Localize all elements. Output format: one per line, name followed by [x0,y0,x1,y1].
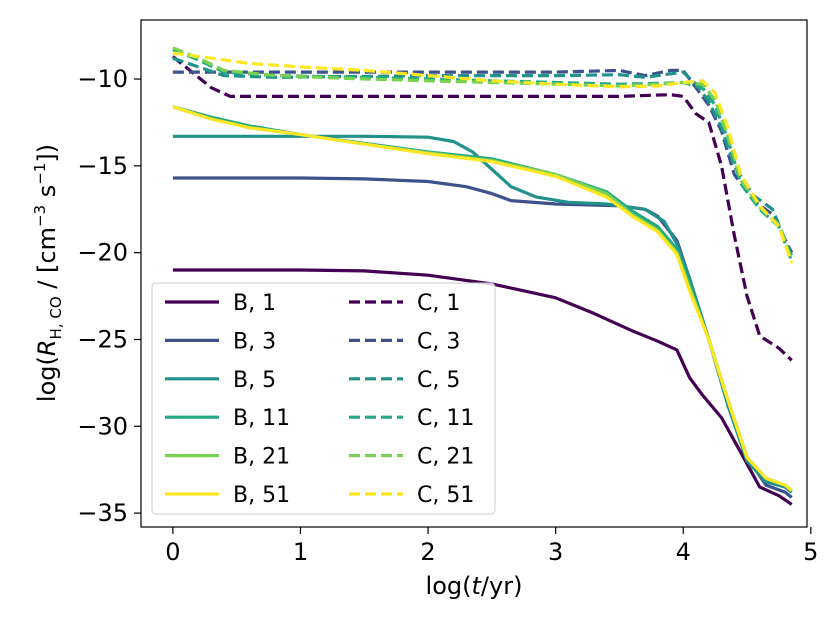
x-tick-label: 0 [165,538,180,566]
legend-label: B, 1 [233,291,276,316]
y-tick-label: −35 [77,499,128,527]
y-tick-label: −20 [77,239,128,267]
y-tick-label: −25 [77,325,128,353]
legend-label: C, 11 [417,406,474,431]
legend-label: B, 11 [233,406,290,431]
legend-label: C, 21 [417,445,474,470]
series-line-c-5 [172,56,794,257]
legend-label: C, 51 [417,483,474,508]
series-line-c-51 [172,51,794,264]
x-axis-ticks: 0 1 2 3 4 5 [165,527,818,566]
x-tick-label: 5 [803,538,818,566]
y-tick-label: −10 [77,65,128,93]
series-line-c-1 [171,55,793,362]
y-tick-label: −30 [77,412,128,440]
legend: B, 1 B, 3 B, 5 B, 11 B, 21 B, 51 C, 1 C, 3 C, 5 C… [151,282,496,515]
series-line-b-51 [172,105,793,492]
y-axis-ticks: −10 −15 −20 −25 −30 −35 [77,65,141,527]
legend-label: B, 21 [233,445,290,470]
y-tick-label: −15 [77,152,128,180]
legend-label: B, 51 [233,483,290,508]
legend-label: C, 1 [417,291,460,316]
x-axis-label: log(t/yr) [426,572,523,600]
series-layer [171,46,794,506]
x-tick-label: 1 [293,538,308,566]
plot-frame [140,19,808,528]
series-line-b-1 [172,268,793,506]
series-line-c-3 [172,68,794,254]
legend-label: B, 5 [233,368,276,393]
x-tick-label: 3 [548,538,563,566]
legend-label: B, 3 [233,329,276,354]
x-tick-label: 4 [676,538,691,566]
legend-label: C, 5 [417,368,460,393]
y-axis-label: log(RH, CO / [cm−3 s−1]) [31,144,65,402]
x-tick-label: 2 [420,538,435,566]
legend-label: C, 3 [417,329,460,354]
legend-frame [151,282,496,515]
